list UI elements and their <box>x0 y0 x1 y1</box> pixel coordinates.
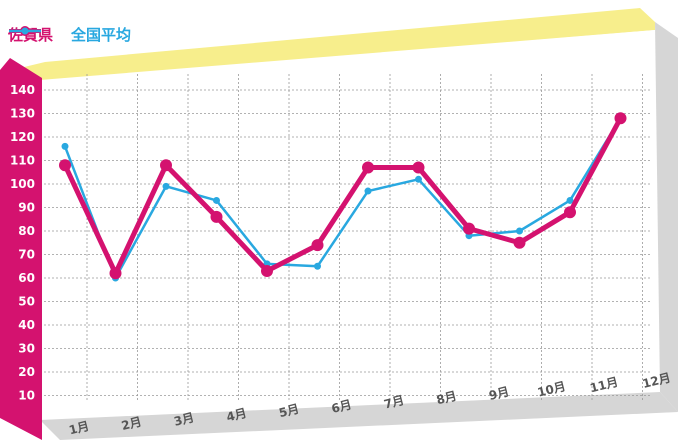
bottom-band <box>40 392 678 440</box>
x-tick-label: 3月 <box>172 410 195 429</box>
x-tick-label: 12月 <box>641 371 672 392</box>
series-line-national <box>63 117 622 280</box>
data-point-national <box>61 142 69 150</box>
x-tick-label: 2月 <box>120 415 143 434</box>
series-group <box>59 112 627 282</box>
grid <box>44 74 652 402</box>
data-point-saga <box>412 161 425 174</box>
y-tick-label: 60 <box>18 271 35 285</box>
data-point-national <box>213 196 220 204</box>
x-tick-label: 9月 <box>487 384 510 403</box>
x-tick-label: 6月 <box>330 397 353 416</box>
data-point-national <box>566 196 574 204</box>
series-line-saga <box>62 117 623 276</box>
data-point-saga <box>463 222 475 235</box>
x-tick-label: 4月 <box>225 406 248 425</box>
x-tick-label: 1月 <box>67 419 90 438</box>
legend-marker-national <box>9 27 41 35</box>
y-tick-label: 110 <box>10 154 35 168</box>
x-tick-label: 11月 <box>588 375 619 396</box>
y-tick-label: 120 <box>10 130 35 144</box>
y-tick-label: 100 <box>10 177 35 191</box>
x-tick-label: 7月 <box>382 393 405 412</box>
data-point-saga <box>614 112 627 125</box>
y-tick-label: 10 <box>18 389 35 403</box>
data-point-saga <box>564 206 576 219</box>
y-axis-ticks: 10 20 30 40 50 60 70 80 90 100 110 120 130 140 <box>10 83 35 403</box>
data-point-saga <box>160 159 172 172</box>
legend-item-national: 全国平均 <box>9 24 132 45</box>
y-tick-label: 40 <box>18 318 35 332</box>
y-tick-label: 20 <box>18 365 35 379</box>
y-tick-label: 130 <box>10 107 35 121</box>
y-tick-label: 90 <box>18 201 35 215</box>
x-tick-label: 5月 <box>277 402 300 421</box>
data-point-saga <box>311 239 324 252</box>
data-point-saga <box>210 210 223 223</box>
x-tick-label: 8月 <box>435 389 458 408</box>
y-axis-band <box>0 58 42 440</box>
data-point-saga <box>59 159 71 172</box>
data-point-saga <box>109 267 122 280</box>
plot-area <box>40 30 660 420</box>
data-point-national <box>162 182 170 190</box>
y-tick-label: 30 <box>18 342 35 356</box>
data-point-national <box>314 262 321 270</box>
data-point-saga <box>362 161 374 174</box>
y-tick-label: 140 <box>10 83 35 97</box>
y-tick-label: 80 <box>18 224 35 238</box>
top-band <box>20 8 655 82</box>
data-point-saga <box>261 264 273 277</box>
data-point-national <box>364 187 372 195</box>
data-point-saga <box>513 236 526 249</box>
legend-label-national: 全国平均 <box>71 26 132 44</box>
y-tick-label: 50 <box>18 295 35 309</box>
right-band <box>655 22 678 412</box>
data-point-national <box>415 175 422 183</box>
x-tick-label: 10月 <box>536 379 567 400</box>
x-axis-ticks: 1月 2月 3月 4月 5月 6月 7月 8月 9月 10月 11月 12月 <box>67 371 672 438</box>
y-tick-label: 70 <box>18 248 35 262</box>
legend: 佐賀県 全国平均 <box>8 24 131 45</box>
chart-background <box>0 8 678 440</box>
data-point-national <box>516 227 523 235</box>
